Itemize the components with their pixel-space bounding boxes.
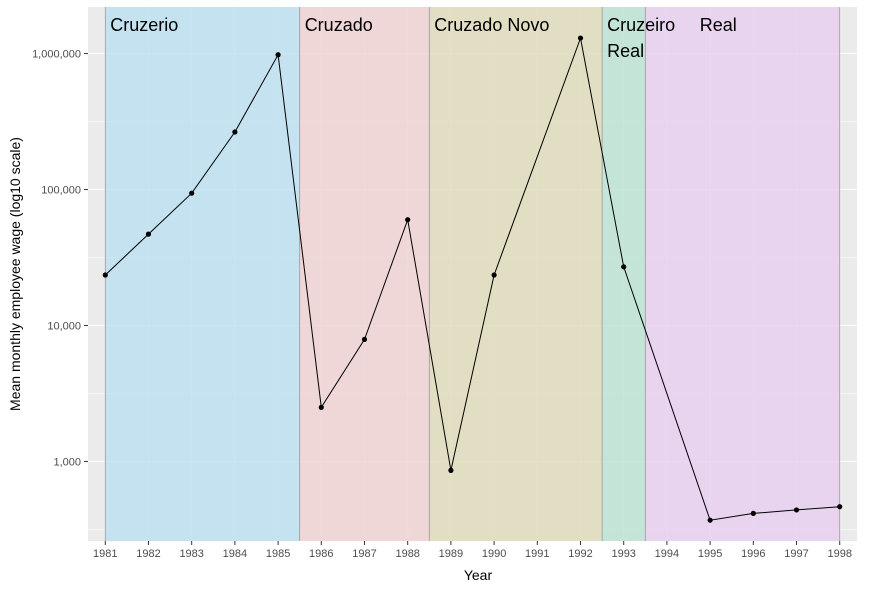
wage-series bbox=[102, 35, 843, 523]
x-tick-label: 1981 bbox=[93, 548, 117, 560]
data-point bbox=[189, 190, 195, 196]
series-line bbox=[104, 36, 840, 521]
x-tick-label: 1988 bbox=[395, 548, 419, 560]
currency-era-labels: Cruzerio Cruzado Cruzado Novo Cruzeiro Real R… bbox=[110, 15, 736, 61]
era-band bbox=[645, 7, 840, 541]
era-band bbox=[429, 7, 603, 541]
x-tick-label: 1985 bbox=[266, 548, 290, 560]
y-tick-label: 10,000 bbox=[47, 320, 81, 332]
x-tick-label: 1982 bbox=[136, 548, 160, 560]
y-axis-title: Mean monthly employee wage (log10 scale) bbox=[7, 137, 23, 411]
x-tick-label: 1990 bbox=[482, 548, 506, 560]
x-tick-label: 1984 bbox=[223, 548, 247, 560]
y-tick-label: 1,000,000 bbox=[32, 49, 81, 61]
x-tick-label: 1997 bbox=[784, 548, 808, 560]
data-point bbox=[448, 467, 454, 473]
era-label: Cruzerio bbox=[110, 15, 178, 35]
data-point bbox=[145, 231, 152, 237]
era-label: Real bbox=[700, 15, 737, 35]
era-label: Cruzado bbox=[305, 15, 373, 35]
data-point bbox=[621, 264, 627, 270]
data-point bbox=[491, 272, 497, 278]
y-tick-label: 100,000 bbox=[41, 185, 81, 197]
x-tick-label: 1993 bbox=[611, 548, 635, 560]
data-point bbox=[707, 517, 713, 523]
data-point bbox=[750, 510, 756, 516]
data-point bbox=[577, 35, 584, 41]
x-tick-label: 1991 bbox=[525, 548, 549, 560]
x-tick-label: 1983 bbox=[179, 548, 203, 560]
x-axis: 1981 1982 1983 1984 1985 1986 1987 1988 1989 1990… bbox=[93, 541, 852, 560]
data-point bbox=[318, 404, 324, 410]
data-point bbox=[405, 217, 411, 223]
y-axis: 1,000 10,000 100,000 1,000,000 bbox=[32, 49, 88, 468]
x-tick-label: 1995 bbox=[698, 548, 722, 560]
era-label: Cruzado Novo bbox=[434, 15, 549, 35]
era-label: Real bbox=[607, 41, 644, 61]
data-point bbox=[275, 52, 281, 58]
era-band bbox=[299, 7, 430, 541]
x-axis-title: Year bbox=[464, 567, 493, 583]
x-tick-label: 1994 bbox=[655, 548, 679, 560]
x-tick-label: 1989 bbox=[439, 548, 463, 560]
x-tick-label: 1987 bbox=[352, 548, 376, 560]
data-point bbox=[837, 504, 843, 510]
data-point bbox=[793, 507, 800, 513]
era-band bbox=[105, 7, 300, 541]
x-tick-label: 1998 bbox=[827, 548, 851, 560]
x-tick-label: 1986 bbox=[309, 548, 333, 560]
x-tick-label: 1992 bbox=[568, 548, 592, 560]
x-tick-label: 1996 bbox=[741, 548, 765, 560]
y-tick-label: 1,000 bbox=[53, 456, 81, 468]
data-point bbox=[361, 336, 368, 343]
data-point bbox=[232, 129, 238, 135]
era-label: Cruzeiro bbox=[607, 15, 675, 35]
era-band bbox=[602, 7, 646, 541]
data-point bbox=[102, 272, 108, 278]
currency-era-bands bbox=[104, 7, 841, 541]
